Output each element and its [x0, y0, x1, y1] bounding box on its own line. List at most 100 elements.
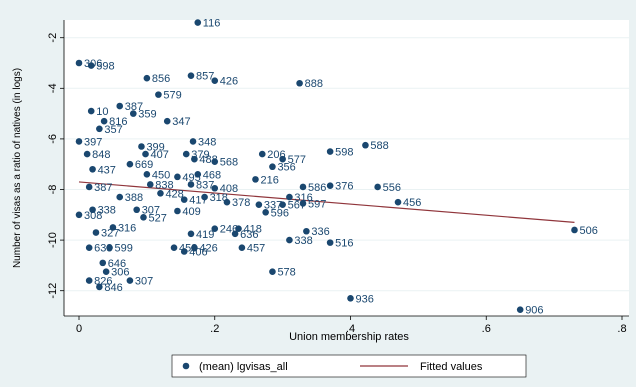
data-point [187, 72, 195, 79]
data-point-label: 216 [260, 174, 278, 186]
data-point-label: 468 [203, 169, 221, 181]
data-point [187, 181, 195, 188]
data-point-label: 506 [579, 225, 597, 237]
data-point [99, 259, 107, 267]
data-point-label: 359 [138, 109, 156, 121]
data-point [143, 74, 151, 82]
y-tick-label: -2 [47, 33, 59, 43]
data-point [155, 91, 162, 98]
data-point [286, 193, 293, 201]
data-point [92, 229, 100, 236]
data-point [223, 198, 231, 206]
data-point [174, 207, 181, 215]
data-point [163, 117, 171, 125]
data-point-label: 437 [98, 164, 116, 176]
data-point [75, 59, 83, 67]
data-point [126, 160, 134, 168]
data-point [143, 171, 151, 178]
data-point [231, 230, 239, 238]
data-point-label: 936 [356, 293, 374, 305]
x-tick-label: .4 [346, 323, 355, 335]
data-point [394, 198, 402, 206]
data-point [362, 141, 369, 149]
data-point-label: 426 [220, 76, 238, 88]
y-tick-label: -6 [47, 134, 59, 144]
data-point [138, 143, 145, 150]
data-point-label: 327 [101, 228, 119, 240]
data-point [571, 226, 578, 234]
data-point [133, 206, 140, 214]
legend-label-fit: Fitted values [420, 361, 483, 373]
data-point [326, 239, 334, 246]
legend-label-points: (mean) lgvisas_all [199, 361, 288, 373]
data-point [87, 62, 95, 69]
data-point [296, 79, 303, 87]
data-point [85, 183, 93, 191]
data-points: 1163065988568574268885791038735981634735… [75, 18, 598, 317]
x-axis-title: Union membership rates [289, 331, 409, 343]
data-point [191, 244, 198, 251]
data-point [326, 148, 334, 155]
x-tick-label: .2 [210, 323, 219, 335]
data-point-label: 527 [148, 212, 166, 224]
data-point [374, 183, 381, 191]
data-point-label: 669 [135, 159, 153, 171]
data-point [299, 200, 307, 207]
data-point-label: 387 [94, 182, 112, 194]
data-point-label: 399 [146, 141, 164, 153]
data-point-label: 116 [203, 18, 221, 30]
data-point-label: 418 [244, 224, 262, 236]
data-point [238, 244, 246, 251]
data-point [146, 181, 154, 188]
data-point-label: 338 [294, 235, 312, 247]
legend-box [171, 354, 527, 378]
data-point [255, 201, 263, 208]
grid-lines [64, 37, 629, 292]
data-point [180, 196, 188, 203]
data-point-label: 579 [163, 90, 181, 102]
data-point [194, 171, 202, 178]
data-point [187, 230, 195, 238]
y-tick-label: -12 [47, 283, 59, 299]
data-point-label: 419 [196, 229, 214, 241]
data-point [75, 211, 83, 219]
data-point [157, 189, 164, 197]
data-point-label: 568 [220, 157, 238, 169]
data-point [191, 155, 198, 163]
data-point-label: 378 [232, 197, 250, 209]
data-point [180, 248, 188, 255]
data-point [100, 117, 108, 125]
data-point-label: 409 [182, 206, 200, 218]
data-point-label: 450 [152, 169, 170, 181]
data-point-label: 347 [172, 116, 190, 128]
data-point [252, 176, 259, 183]
y-axis-title: Number of visas as a ratio of natives (i… [12, 68, 23, 268]
data-point [89, 165, 96, 173]
data-point [299, 183, 307, 191]
data-point [170, 244, 178, 251]
data-point [75, 138, 83, 145]
data-point-label: 598 [335, 147, 353, 159]
data-point [96, 125, 103, 133]
data-point-label: 316 [294, 192, 312, 204]
data-point [109, 224, 117, 231]
data-point-label: 337 [264, 200, 282, 212]
data-point-label: 837 [196, 179, 214, 191]
data-point-label: 308 [84, 210, 102, 222]
data-point-label: 588 [370, 140, 388, 152]
data-point-label: 407 [151, 149, 169, 161]
y-tick-label: -4 [47, 83, 59, 93]
data-point-label: 596 [271, 207, 289, 219]
data-point [130, 110, 137, 117]
data-point-label: 848 [92, 149, 110, 161]
y-tick-label: -8 [47, 185, 59, 195]
data-point-label: 598 [96, 61, 114, 73]
data-point [286, 236, 293, 244]
data-point-label: 577 [288, 154, 306, 166]
data-point-label: 428 [165, 188, 183, 200]
x-tick-label: 0 [76, 323, 82, 335]
data-point [142, 150, 149, 158]
data-point [303, 227, 310, 235]
data-point [279, 155, 286, 163]
